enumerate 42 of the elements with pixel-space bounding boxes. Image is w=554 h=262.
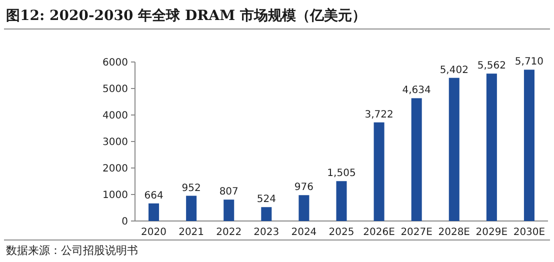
y-tick-label: 6000 — [102, 58, 128, 68]
x-tick-label: 2027E — [400, 227, 432, 238]
data-label: 524 — [256, 194, 276, 206]
data-label: 952 — [182, 182, 201, 194]
bar — [336, 181, 347, 221]
bar — [186, 196, 197, 221]
bar — [411, 98, 422, 221]
y-tick-label: 0 — [122, 216, 128, 228]
x-tick-label: 2023 — [254, 227, 280, 238]
y-tick-label: 1000 — [102, 190, 128, 201]
bar — [148, 203, 160, 221]
x-tick-label: 2024 — [291, 227, 317, 238]
x-tick-label: 2022 — [216, 227, 242, 238]
x-tick-label: 2030E — [513, 227, 546, 238]
bar — [261, 207, 272, 221]
data-label: 3,722 — [364, 109, 394, 120]
bar — [298, 195, 310, 221]
data-label: 5,562 — [477, 60, 506, 72]
source-note: 数据来源：公司招股说明书 — [6, 244, 138, 257]
bar — [224, 200, 234, 221]
y-tick-label: 5000 — [102, 84, 128, 95]
bar — [486, 74, 497, 221]
data-label: 1,505 — [327, 168, 356, 180]
x-tick-label: 2029E — [476, 227, 508, 238]
bar — [448, 78, 460, 221]
x-tick-label: 2021 — [178, 227, 204, 238]
data-label: 976 — [294, 182, 314, 194]
data-label: 5,402 — [440, 64, 468, 76]
x-tick-label: 2028E — [438, 227, 470, 238]
data-label: 664 — [144, 190, 164, 202]
x-tick-label: 2020 — [141, 227, 166, 238]
data-label: 5,710 — [514, 56, 544, 68]
data-label: 4,634 — [402, 85, 431, 96]
bar — [524, 70, 534, 221]
bar — [374, 122, 384, 221]
chart-title: 图12: 2020-2030 年全球 DRAM 市场规模（亿美元） — [6, 7, 366, 24]
data-label: 807 — [219, 186, 238, 198]
y-tick-label: 4000 — [102, 110, 128, 122]
x-tick-label: 2026E — [363, 227, 395, 238]
y-tick-label: 2000 — [102, 164, 128, 174]
y-tick-label: 3000 — [102, 137, 128, 148]
x-tick-label: 2025 — [328, 227, 354, 238]
